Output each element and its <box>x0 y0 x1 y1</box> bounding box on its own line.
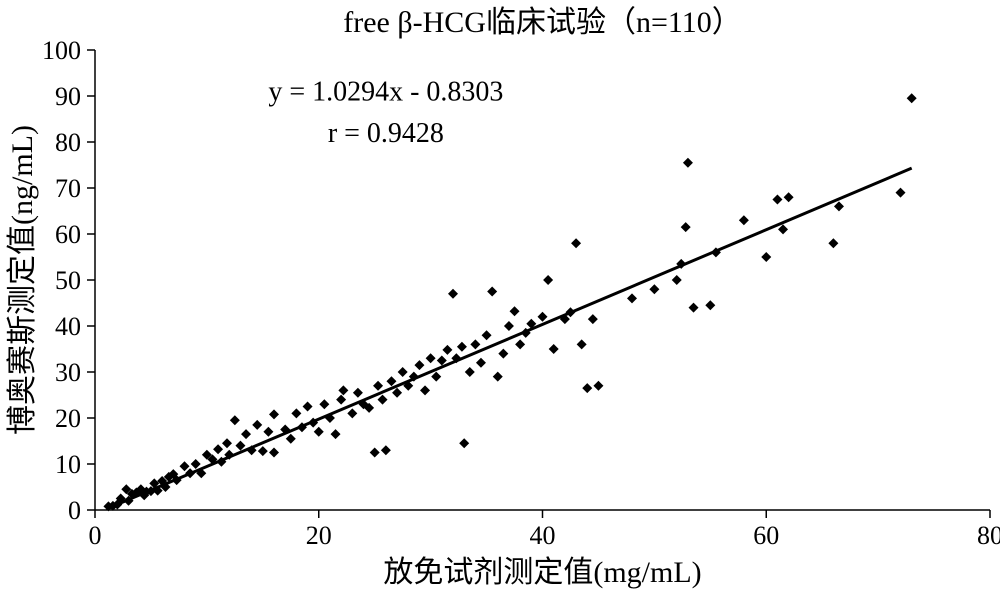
data-point <box>347 408 357 418</box>
data-point <box>331 429 341 439</box>
data-point <box>510 306 520 316</box>
data-point <box>269 448 279 458</box>
data-point <box>392 388 402 398</box>
data-point <box>235 441 245 451</box>
y-tick-label: 0 <box>68 496 81 525</box>
data-point <box>582 383 592 393</box>
x-tick-label: 40 <box>530 521 556 550</box>
y-tick-label: 20 <box>55 404 81 433</box>
data-point <box>185 468 195 478</box>
data-point <box>504 321 514 331</box>
data-point <box>370 448 380 458</box>
data-point <box>778 224 788 234</box>
y-axis-title: 博奥赛斯测定值(ng/mL) <box>6 125 39 435</box>
regression-equation: y = 1.0294x - 0.8303 <box>268 77 503 108</box>
data-point <box>907 93 917 103</box>
data-point <box>784 192 794 202</box>
y-tick-label: 60 <box>55 220 81 249</box>
data-point <box>381 445 391 455</box>
data-point <box>465 367 475 377</box>
data-point <box>493 372 503 382</box>
data-point <box>448 289 458 299</box>
data-point <box>426 353 436 363</box>
data-point <box>263 427 273 437</box>
y-tick-label: 40 <box>55 312 81 341</box>
data-point <box>834 201 844 211</box>
data-point <box>222 438 232 448</box>
data-point <box>683 158 693 168</box>
data-point <box>681 222 691 232</box>
regression-line <box>106 168 912 509</box>
y-tick-label: 70 <box>55 174 81 203</box>
data-point <box>431 372 441 382</box>
data-point <box>538 312 548 322</box>
data-point <box>565 307 575 317</box>
data-point <box>459 438 469 448</box>
y-tick-label: 90 <box>55 82 81 111</box>
data-point <box>336 395 346 405</box>
data-point <box>896 188 906 198</box>
data-point <box>241 429 251 439</box>
data-point <box>230 415 240 425</box>
data-point <box>588 314 598 324</box>
y-tick-label: 50 <box>55 266 81 295</box>
data-point <box>498 349 508 359</box>
chart-title: free β-HCG临床试验（n=110） <box>343 6 742 39</box>
data-point <box>442 345 452 355</box>
x-tick-label: 60 <box>753 521 779 550</box>
data-point <box>414 360 424 370</box>
data-point <box>398 367 408 377</box>
data-point <box>191 459 201 469</box>
data-point <box>476 358 486 368</box>
data-point <box>258 446 268 456</box>
data-point <box>319 399 329 409</box>
data-point <box>378 395 388 405</box>
data-point <box>649 284 659 294</box>
data-point <box>252 420 262 430</box>
y-tick-label: 30 <box>55 358 81 387</box>
data-point <box>338 385 348 395</box>
data-point <box>739 215 749 225</box>
data-point <box>303 402 313 412</box>
data-point <box>761 252 771 262</box>
data-point <box>772 195 782 205</box>
data-point <box>828 238 838 248</box>
x-axis-title: 放免试剂测定值(mg/mL) <box>383 556 701 589</box>
scatter-chart: free β-HCG临床试验（n=110） 0 20 40 60 80 0 10 20 30 40 5… <box>0 0 1000 593</box>
data-point <box>269 409 279 419</box>
data-point <box>672 275 682 285</box>
data-point <box>314 427 324 437</box>
y-tick-label: 100 <box>42 36 81 65</box>
data-point <box>482 330 492 340</box>
data-point <box>515 339 525 349</box>
data-point <box>571 238 581 248</box>
x-tick-label: 20 <box>306 521 332 550</box>
data-point <box>487 287 497 297</box>
data-point <box>180 461 190 471</box>
data-point <box>689 303 699 313</box>
data-point <box>373 381 383 391</box>
data-point <box>386 376 396 386</box>
data-point <box>286 434 296 444</box>
data-point <box>420 385 430 395</box>
data-point <box>353 388 363 398</box>
x-tick-label: 80 <box>977 521 1000 550</box>
data-point <box>213 444 223 454</box>
data-point <box>543 275 553 285</box>
data-point <box>705 300 715 310</box>
data-point <box>470 339 480 349</box>
regression-r: r = 0.9428 <box>328 118 444 149</box>
y-tick-label: 10 <box>55 450 81 479</box>
data-point <box>549 344 559 354</box>
data-point <box>627 293 637 303</box>
x-tick-label: 0 <box>89 521 102 550</box>
data-point <box>577 339 587 349</box>
data-point <box>291 408 301 418</box>
chart-svg: free β-HCG临床试验（n=110） 0 20 40 60 80 0 10 20 30 40 5… <box>0 0 1000 593</box>
data-point <box>457 342 467 352</box>
y-tick-label: 80 <box>55 128 81 157</box>
data-point <box>593 381 603 391</box>
